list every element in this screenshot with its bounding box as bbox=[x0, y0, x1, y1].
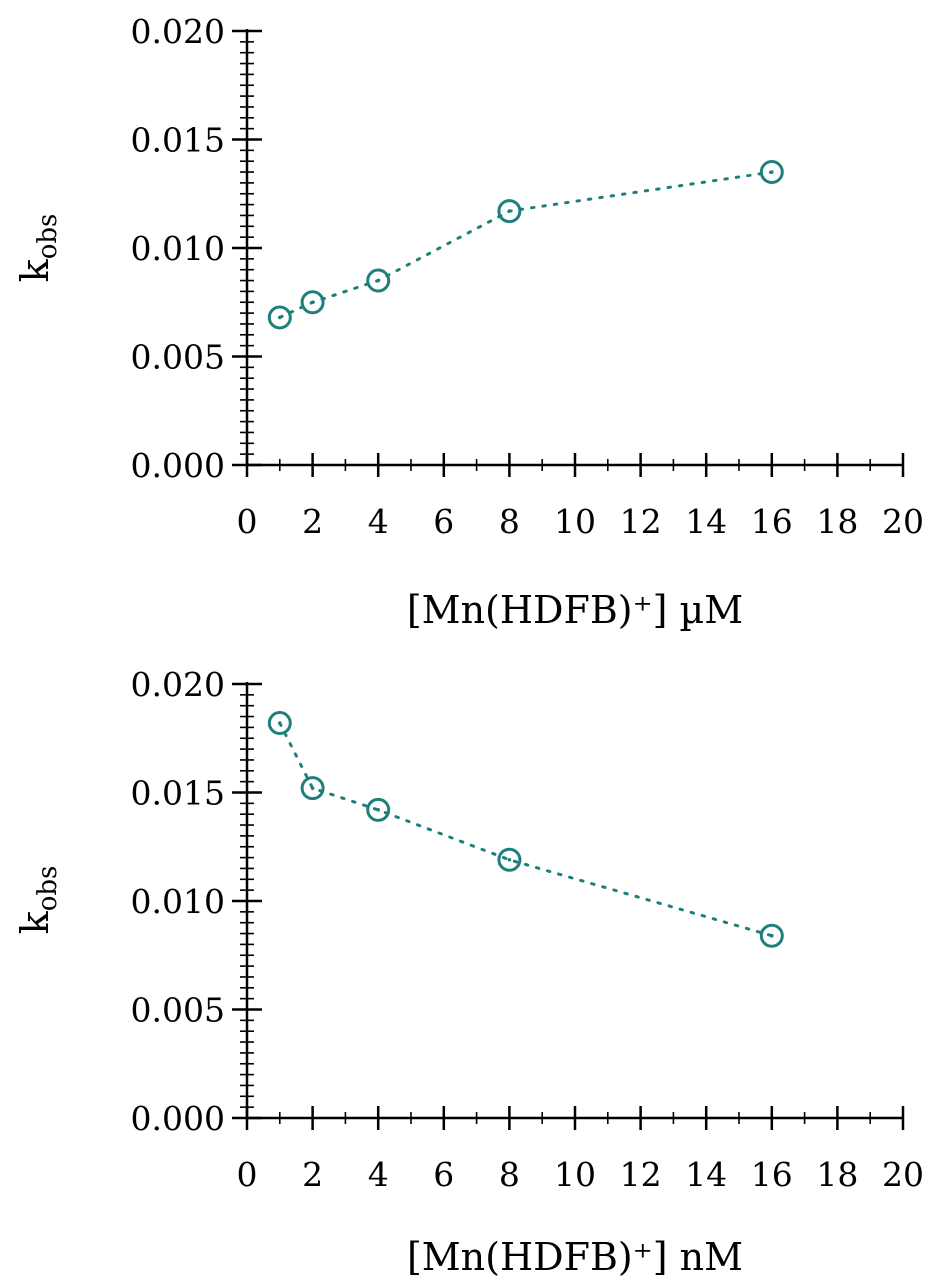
data-point-center bbox=[376, 808, 381, 812]
data-point-ring bbox=[300, 290, 325, 315]
data-point-center bbox=[376, 278, 381, 283]
y-tick-label: 0.005 bbox=[131, 338, 225, 377]
x-tick-label: 20 bbox=[882, 502, 924, 541]
x-tick-label: 10 bbox=[554, 1155, 596, 1194]
x-tick-label: 8 bbox=[499, 1155, 520, 1194]
y-tick-label: 0.015 bbox=[131, 774, 225, 813]
data-point-center bbox=[507, 209, 512, 213]
chart-panel-2: 0.000 0.005 0.010 0.015 0.020 0 2 4 6 8 10 12 14 16 18… bbox=[13, 665, 924, 1279]
data-point-ring bbox=[497, 847, 522, 872]
x-tick-label: 18 bbox=[816, 1155, 858, 1194]
x-tick-label: 0 bbox=[237, 502, 258, 541]
y-axis-title-subscript: obs bbox=[33, 866, 63, 912]
y-axis-title: kobs bbox=[13, 866, 63, 935]
y-tick-label: 0.010 bbox=[131, 882, 225, 921]
data-point-center bbox=[278, 721, 282, 725]
y-tick-label: 0.000 bbox=[131, 1099, 225, 1138]
data-point-center bbox=[507, 857, 512, 862]
data-point-ring bbox=[497, 199, 522, 224]
data-point-ring bbox=[366, 797, 391, 822]
data-point-ring bbox=[267, 711, 292, 736]
series-line bbox=[278, 721, 774, 938]
data-point-center bbox=[310, 300, 315, 305]
y-tick-label: 0.015 bbox=[131, 121, 225, 160]
x-tick-label: 12 bbox=[620, 1155, 662, 1194]
x-tick-label: 18 bbox=[816, 502, 858, 541]
data-point bbox=[497, 199, 522, 224]
data-point bbox=[366, 797, 391, 822]
y-tick-label: 0.005 bbox=[131, 991, 225, 1030]
data-point-center bbox=[770, 170, 774, 174]
x-axis-title: [Mn(HDFB)⁺] µM bbox=[407, 588, 743, 632]
y-tick-label: 0.010 bbox=[131, 229, 225, 268]
data-point bbox=[366, 268, 391, 293]
data-point-ring bbox=[759, 923, 784, 948]
data-point bbox=[497, 847, 522, 872]
data-point bbox=[300, 290, 325, 315]
y-axis-title-subscript: obs bbox=[33, 214, 63, 260]
y-tick-label: 0.020 bbox=[131, 665, 225, 704]
x-tick-label: 0 bbox=[237, 1155, 258, 1194]
x-tick-label: 4 bbox=[368, 502, 389, 541]
x-tick-label: 2 bbox=[302, 1155, 323, 1194]
data-point bbox=[759, 923, 784, 948]
data-point bbox=[759, 160, 784, 185]
x-tick-label: 14 bbox=[685, 1155, 727, 1194]
x-tick-label: 20 bbox=[882, 1155, 924, 1194]
data-point-ring bbox=[267, 305, 292, 330]
x-tick-label: 16 bbox=[751, 1155, 793, 1194]
y-tick-label: 0.000 bbox=[131, 446, 225, 485]
x-tick-label: 8 bbox=[499, 502, 520, 541]
data-point bbox=[267, 305, 292, 330]
y-axis-title: kobs bbox=[13, 214, 63, 283]
chart-panel-1: 0.000 0.005 0.010 0.015 0.020 0 2 4 6 8 10 12 14 16 18… bbox=[13, 12, 924, 632]
data-point-ring bbox=[300, 776, 325, 801]
x-tick-label: 10 bbox=[554, 502, 596, 541]
data-point bbox=[300, 776, 325, 801]
y-axis-title-main: k bbox=[13, 258, 57, 282]
data-point-ring bbox=[759, 160, 784, 185]
data-point-ring bbox=[366, 268, 391, 293]
x-tick-label: 2 bbox=[302, 502, 323, 541]
data-point-center bbox=[770, 933, 774, 938]
x-tick-label: 12 bbox=[620, 502, 662, 541]
x-tick-label: 6 bbox=[433, 502, 454, 541]
series-line bbox=[278, 170, 774, 319]
x-tick-label: 14 bbox=[685, 502, 727, 541]
y-tick-label: 0.020 bbox=[131, 12, 225, 51]
x-tick-label: 16 bbox=[751, 502, 793, 541]
data-point bbox=[267, 711, 292, 736]
data-point-center bbox=[278, 315, 282, 320]
x-tick-label: 4 bbox=[368, 1155, 389, 1194]
x-axis-title: [Mn(HDFB)⁺] nM bbox=[407, 1235, 743, 1279]
data-point-center bbox=[310, 786, 315, 790]
x-tick-label: 6 bbox=[433, 1155, 454, 1194]
y-axis-title-main: k bbox=[13, 910, 57, 934]
